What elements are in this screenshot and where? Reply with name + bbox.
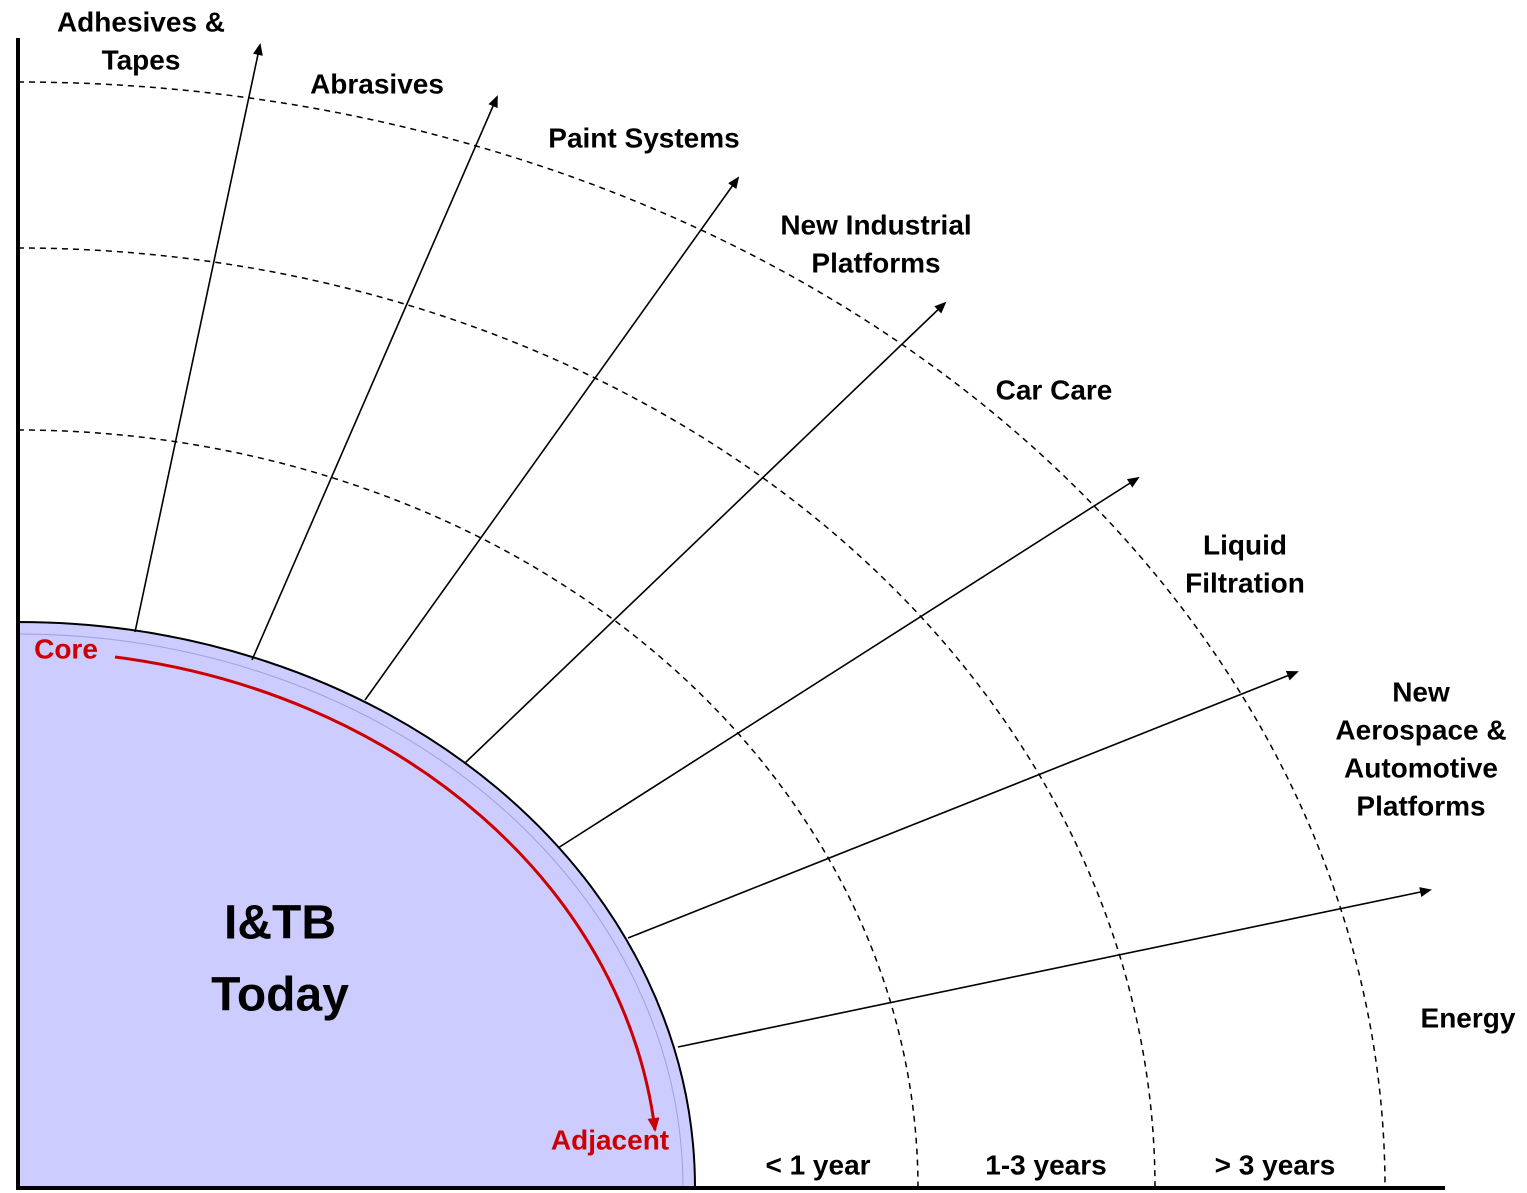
arrow [464, 301, 947, 764]
direction-label: New Industrial [780, 209, 971, 240]
arc-1 [17, 429, 919, 1189]
center-label: I&TB [224, 897, 336, 950]
direction-label: Energy [1421, 1002, 1516, 1033]
arrow [627, 671, 1299, 939]
direction-label: Car Care [996, 374, 1113, 405]
horizon-label: < 1 year [765, 1149, 870, 1180]
arrow [364, 176, 740, 701]
horizon-arcs [17, 81, 1386, 1189]
core-area [17, 620, 697, 1189]
direction-label: Aerospace & [1335, 714, 1506, 745]
arrow [134, 43, 263, 633]
core-inner [17, 633, 684, 1189]
horizon-label: 1-3 years [985, 1149, 1106, 1180]
arc-2 [17, 247, 1156, 1189]
adjacent-label: Adjacent [551, 1124, 669, 1155]
arrow [677, 887, 1432, 1048]
direction-label: Adhesives & [57, 6, 225, 37]
direction-label: Liquid [1203, 529, 1287, 560]
horizon-label: > 3 years [1215, 1149, 1336, 1180]
direction-label: Platforms [811, 247, 940, 278]
arc-3 [17, 81, 1386, 1189]
direction-label: Abrasives [310, 68, 444, 99]
arrow [557, 476, 1140, 849]
center-label: Today [211, 969, 349, 1022]
direction-label: Tapes [102, 44, 181, 75]
direction-label: Automotive [1344, 752, 1498, 783]
direction-label: New [1392, 676, 1450, 707]
direction-label: Paint Systems [548, 122, 739, 153]
direction-label: Filtration [1185, 567, 1305, 598]
direction-label: Platforms [1356, 790, 1485, 821]
direction-labels: Adhesives & Tapes Abrasives Paint Systems Ne… [57, 6, 1516, 1033]
arrows [134, 43, 1432, 1048]
core-label: Core [34, 633, 98, 664]
core-arc [114, 655, 660, 1132]
arrow [251, 95, 498, 661]
